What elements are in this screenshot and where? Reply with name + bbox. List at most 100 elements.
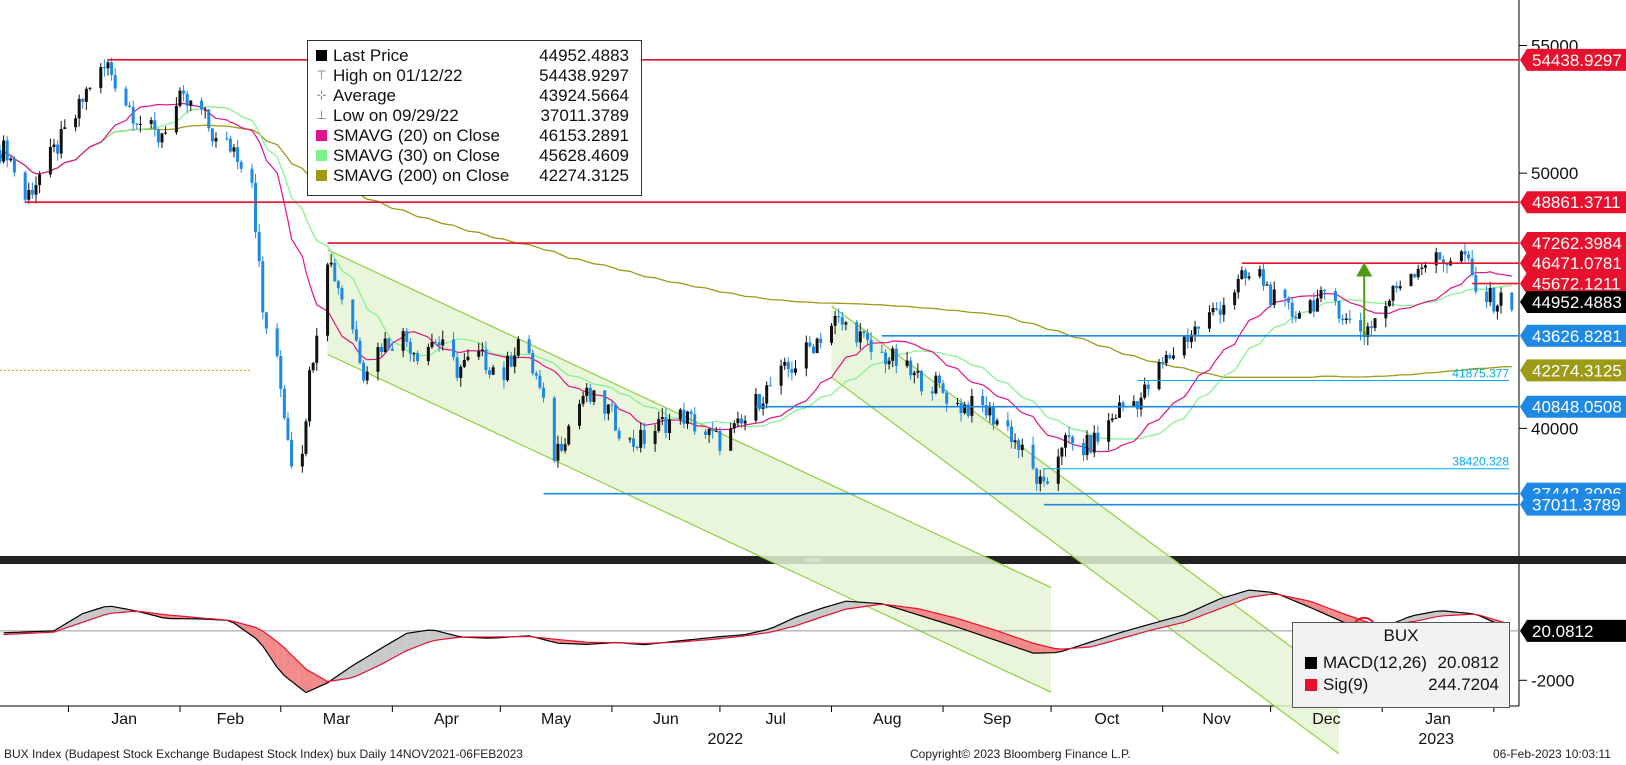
macd-histogram-fill [111,606,119,614]
candle-body [488,370,492,375]
candle-body [1110,418,1114,421]
legend-value: 20.0812 [1437,653,1499,672]
footer-description: BUX Index (Budapest Stock Exchange Budap… [4,747,523,761]
candle-body [358,340,362,363]
axis-value-label: 47262.3984 [1520,232,1626,255]
candle-body [462,359,466,367]
axis-value-label: 40848.0508 [1520,395,1626,418]
macd-histogram-fill [997,630,1005,644]
candle-body [23,172,27,200]
candle-body [1467,254,1471,259]
inline-level-label: 41875.377 [1452,367,1509,381]
legend-row-sma30: SMAVG (30) on Close 45628.4609 [308,146,641,166]
candle-body [678,409,682,420]
candle-body [131,106,135,124]
legend-label: Sig(9) [1323,675,1369,694]
candle-body [333,262,337,282]
candle-body [178,90,182,106]
candle-body [743,420,747,424]
candle-body [164,132,168,134]
axis-value-text: 43626.8281 [1532,327,1622,346]
candle-body [779,365,783,386]
candle-body [1420,267,1424,269]
candle-body [1441,259,1445,264]
candle-body [632,438,636,447]
candle-body [1117,402,1121,418]
candle-body [1067,435,1071,437]
candle-body [340,288,344,300]
candle-body [1218,309,1222,315]
y-tick-label: 40000 [1531,419,1578,438]
axis-value-text: 46471.0781 [1532,254,1622,273]
candle-body [300,453,304,467]
legend-row-average: ⊹ Average 43924.5664 [308,86,641,106]
candle-body [2,140,6,162]
candle-body [758,394,761,409]
macd-histogram-fill [809,609,818,621]
candle-body [1348,318,1352,321]
candle-body [1272,289,1276,305]
candle-body [128,105,132,107]
macd-histogram-fill [291,655,299,687]
legend-value: 46153.2891 [539,126,629,145]
candle-body [257,232,261,262]
candle-body [304,421,308,454]
candle-body [182,90,186,94]
candle-body [808,342,812,347]
legend-swatch [316,150,327,161]
candle-body [1035,468,1039,484]
candle-body [1240,270,1244,279]
candle-body [416,353,420,362]
x-month-label: Apr [434,711,460,728]
candle-body [408,341,412,354]
candle-body [405,331,409,342]
candle-body [945,392,949,404]
macd-histogram-fill [320,677,328,687]
candle-body [99,67,103,88]
axis-value-tag [1520,232,1626,255]
candle-body [106,62,110,69]
candle-body [34,185,38,195]
candle-body [628,438,632,440]
candle-body [930,391,934,394]
candle-body [887,360,891,365]
candle-body [264,312,268,329]
candle-body [1168,354,1172,359]
axis-value-label: 46471.0781 [1520,252,1626,275]
axis-value-tag [1520,290,1626,313]
candle-body [315,335,319,363]
candle-body [1157,362,1161,390]
candle-body [804,342,808,369]
candle-body [880,351,884,353]
macd-histogram-fill [262,631,270,657]
candle-body [174,105,178,133]
candle-body [38,174,42,186]
candle-body [1344,318,1348,321]
candle-body [905,360,909,367]
candle-body [506,355,510,381]
axis-value-tag [1520,324,1626,347]
candle-body [1369,326,1373,328]
x-month-label: Sep [983,711,1012,728]
average-marker-icon: ⊹ [316,88,327,102]
axis-value-text: 54438.9297 [1532,51,1622,70]
legend-value: 44952.4883 [539,46,629,65]
macd-histogram-fill [406,632,414,651]
candle-body [1463,251,1467,255]
candle-body [783,361,787,366]
candle-body [639,429,643,448]
candle-body [653,430,657,444]
legend-row-sma20: SMAVG (20) on Close 46153.2891 [308,126,641,146]
candle-body [732,423,736,429]
macd-histogram-fill [1162,618,1170,628]
candle-body [459,366,463,378]
candle-body [1308,300,1312,314]
candle-body [1233,292,1237,305]
macd-histogram-fill [377,646,386,666]
candle-body [869,339,873,352]
candle-body [401,331,405,351]
candle-body [149,120,153,124]
candle-body [862,331,866,334]
candle-body [477,351,481,357]
candle-body [981,395,985,406]
